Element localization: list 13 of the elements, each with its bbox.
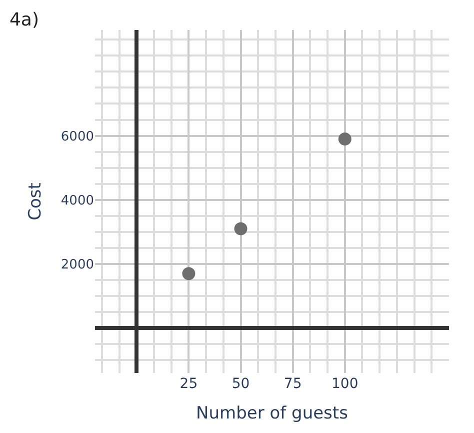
- y-tick-label: 6000: [60, 129, 94, 144]
- point: [234, 222, 248, 236]
- chart-title: 4a): [9, 10, 39, 31]
- x-tick-label: 50: [232, 376, 250, 392]
- x-tick-label: 100: [332, 376, 358, 392]
- x-tick-label: 25: [180, 376, 198, 392]
- y-axis-title: Cost: [25, 182, 46, 220]
- point: [338, 132, 352, 146]
- x-tick-label: 75: [284, 376, 302, 392]
- y-tick-label: 2000: [60, 258, 94, 273]
- point: [182, 267, 196, 280]
- x-axis-title: Number of guests: [196, 403, 348, 424]
- y-tick-label: 4000: [60, 193, 94, 208]
